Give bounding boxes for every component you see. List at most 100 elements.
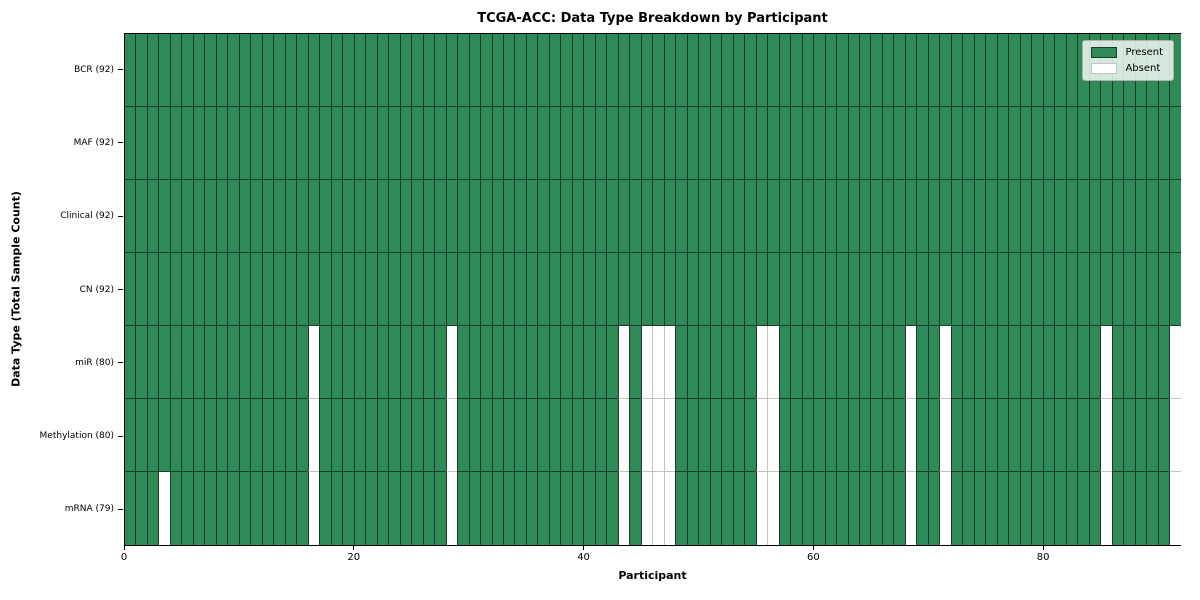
matrix-cell xyxy=(732,180,745,253)
matrix-cell xyxy=(502,253,515,326)
matrix-cell xyxy=(950,107,963,180)
matrix-cell xyxy=(560,253,572,326)
matrix-cell xyxy=(893,180,905,253)
matrix-cell xyxy=(365,34,377,107)
matrix-cell xyxy=(422,253,435,326)
matrix-cell xyxy=(250,34,262,107)
matrix-cell xyxy=(365,399,377,472)
matrix-cell xyxy=(411,34,423,107)
y-tick-mark xyxy=(118,362,123,364)
matrix-cell xyxy=(525,326,538,399)
matrix-cell xyxy=(859,326,871,399)
matrix-cell xyxy=(146,180,159,253)
matrix-cell xyxy=(640,472,653,545)
matrix-cell xyxy=(376,180,389,253)
matrix-cell xyxy=(571,34,584,107)
matrix-cell xyxy=(284,180,297,253)
matrix-cell xyxy=(330,472,343,545)
matrix-cell xyxy=(307,326,320,399)
matrix-cell xyxy=(560,399,572,472)
matrix-cell xyxy=(1111,399,1124,472)
matrix-cell xyxy=(870,180,882,253)
matrix-cell xyxy=(870,34,882,107)
matrix-cell xyxy=(801,180,814,253)
matrix-cell xyxy=(778,399,791,472)
matrix-cell xyxy=(468,472,481,545)
matrix-cell xyxy=(778,472,791,545)
matrix-cell xyxy=(709,107,722,180)
matrix-cell xyxy=(445,326,458,399)
matrix-cell xyxy=(732,253,745,326)
matrix-cell xyxy=(617,253,630,326)
matrix-cell xyxy=(813,399,825,472)
matrix-cell xyxy=(181,180,193,253)
matrix-cell xyxy=(250,472,262,545)
matrix-cell xyxy=(1146,180,1158,253)
matrix-cell xyxy=(629,472,641,545)
matrix-cell xyxy=(893,34,905,107)
matrix-cell xyxy=(675,253,687,326)
matrix-cell xyxy=(181,472,193,545)
matrix-cell xyxy=(1157,107,1170,180)
matrix-cell xyxy=(192,472,205,545)
matrix-cell xyxy=(824,253,837,326)
matrix-cell xyxy=(1042,107,1055,180)
y-tick-mark xyxy=(118,508,123,510)
matrix-cell xyxy=(824,399,837,472)
matrix-cell xyxy=(571,472,584,545)
matrix-cell xyxy=(169,326,182,399)
matrix-cell xyxy=(1146,399,1158,472)
matrix-cell xyxy=(755,34,768,107)
matrix-cell xyxy=(445,180,458,253)
matrix-cell xyxy=(1054,253,1066,326)
matrix-cell xyxy=(319,253,331,326)
matrix-cell xyxy=(1054,326,1066,399)
matrix-cell xyxy=(192,180,205,253)
matrix-cell xyxy=(250,180,262,253)
matrix-cell xyxy=(1054,399,1066,472)
matrix-cell xyxy=(353,326,366,399)
matrix-cell xyxy=(801,107,814,180)
matrix-cell xyxy=(1042,34,1055,107)
matrix-cell xyxy=(950,326,963,399)
matrix-cell xyxy=(135,253,147,326)
matrix-cell xyxy=(1157,399,1170,472)
matrix-cell xyxy=(675,326,687,399)
matrix-cell xyxy=(1065,107,1078,180)
matrix-cell xyxy=(158,180,170,253)
y-tick-mark xyxy=(118,142,123,144)
matrix-cell xyxy=(158,326,170,399)
matrix-cell xyxy=(158,34,170,107)
matrix-cell xyxy=(583,472,595,545)
matrix-cell xyxy=(169,107,182,180)
matrix-cell xyxy=(1100,326,1112,399)
matrix-cell xyxy=(125,107,136,180)
legend: Present Absent xyxy=(1082,40,1174,81)
matrix-cell xyxy=(158,399,170,472)
matrix-cell xyxy=(284,399,297,472)
matrix-cell xyxy=(296,107,308,180)
matrix-cell xyxy=(663,180,676,253)
matrix-cell xyxy=(296,399,308,472)
matrix-cell xyxy=(537,472,549,545)
matrix-cell xyxy=(525,180,538,253)
matrix-cell xyxy=(881,326,894,399)
matrix-cell xyxy=(778,180,791,253)
matrix-cell xyxy=(1123,472,1135,545)
matrix-cell xyxy=(939,472,951,545)
matrix-cell xyxy=(847,107,859,180)
matrix-cell xyxy=(192,107,205,180)
matrix-cell xyxy=(365,253,377,326)
matrix-cell xyxy=(847,34,859,107)
matrix-cell xyxy=(1100,399,1112,472)
matrix-cell xyxy=(1111,180,1124,253)
matrix-cell xyxy=(215,253,228,326)
matrix-cell xyxy=(330,399,343,472)
matrix-cell xyxy=(284,107,297,180)
matrix-cell xyxy=(422,180,435,253)
matrix-cell xyxy=(238,180,251,253)
matrix-cell xyxy=(916,34,928,107)
matrix-cell xyxy=(767,107,779,180)
matrix-cell xyxy=(847,180,859,253)
matrix-cell xyxy=(744,326,756,399)
